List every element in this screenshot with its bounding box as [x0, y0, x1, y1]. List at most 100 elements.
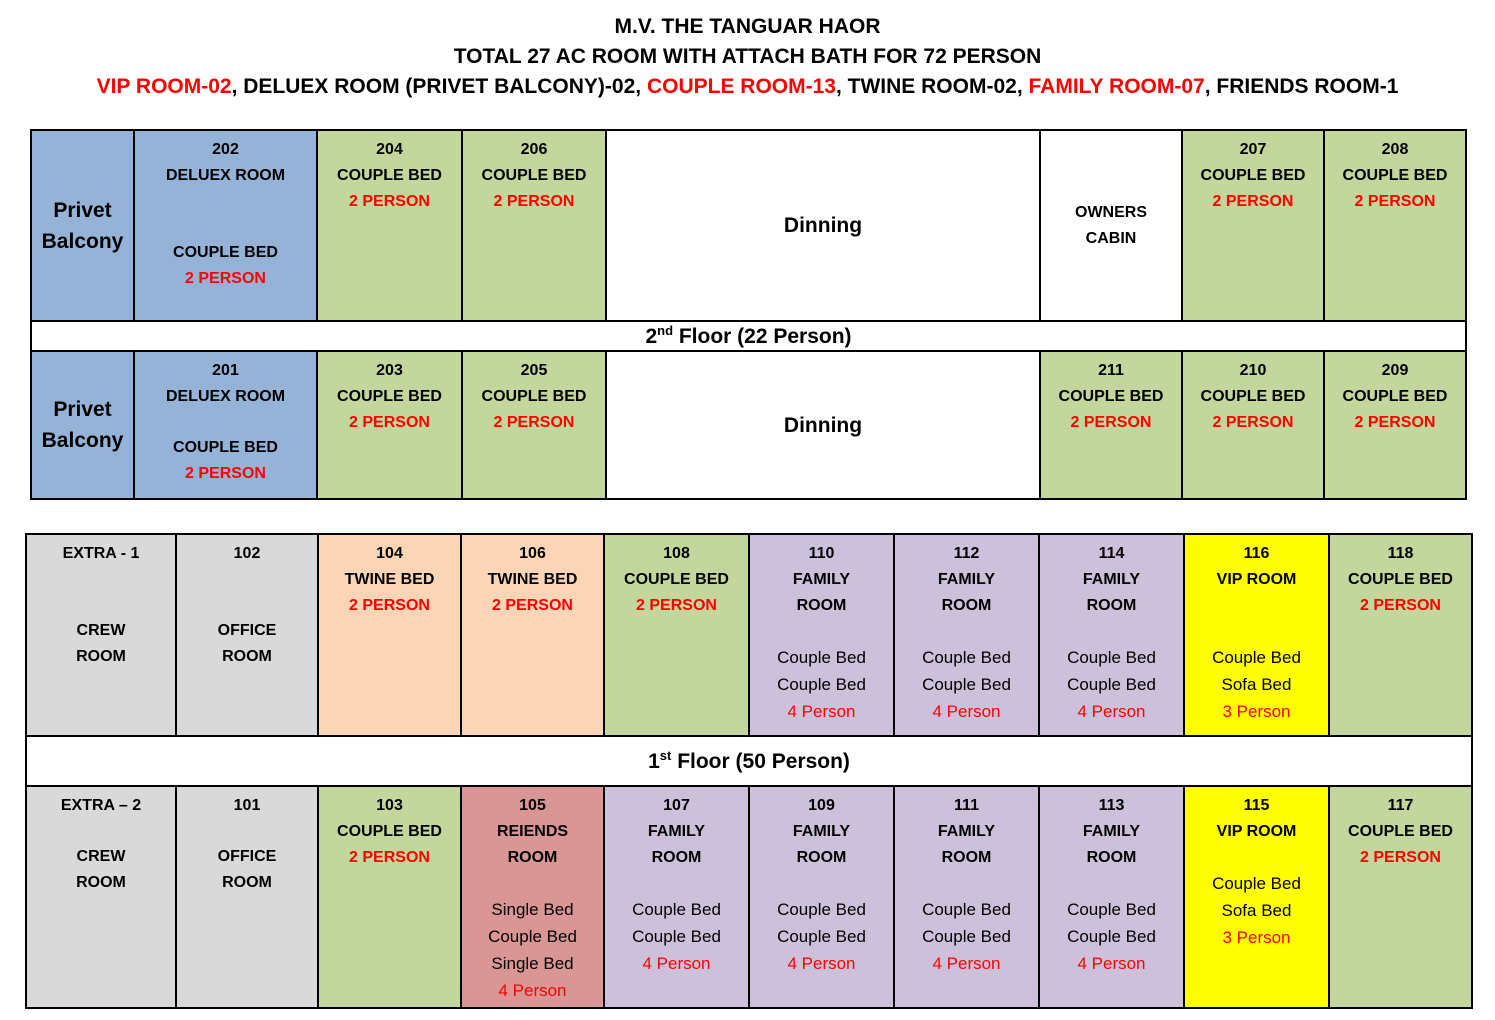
room-117: 117 COUPLE BED 2 PERSON — [1330, 787, 1471, 1007]
room-102-office: 102 OFFICE ROOM — [177, 535, 317, 735]
room-112-text: Couple Bed — [922, 648, 1011, 667]
room-116-vip-text: Sofa Bed — [1221, 675, 1292, 694]
spacer — [27, 567, 175, 618]
room-208: 208 COUPLE BED 2 PERSON — [1325, 131, 1465, 320]
room-count-segment: COUPLE ROOM-13 — [646, 75, 836, 98]
second-floor-row-1: Privet Balcony 202 DELUEX ROOM COUPLE BED 2 P… — [32, 131, 1465, 320]
spacer — [750, 871, 893, 896]
room-106-text: 106 — [519, 545, 546, 562]
room-203-text: 2 PERSON — [349, 414, 430, 431]
room-112-text: Couple Bed — [922, 675, 1011, 694]
room-114-text: FAMILY — [1082, 571, 1141, 588]
room-116-vip-text: VIP ROOM — [1216, 571, 1297, 588]
floor-label-text: 2nd Floor (22 Person) — [645, 323, 851, 349]
floor-caption: Floor (22 Person) — [673, 325, 852, 348]
room-107: 107 FAMILY ROOM Couple Bed Couple Bed 4 Perso… — [605, 787, 748, 1007]
dinning-area-upper-text: Dinning — [783, 214, 863, 237]
room-118-text: 2 PERSON — [1360, 597, 1441, 614]
room-108-text: COUPLE BED — [624, 571, 729, 588]
room-104-text: 2 PERSON — [349, 597, 430, 614]
room-110-text: 110 — [808, 545, 835, 562]
room-116-vip-text: Couple Bed — [1212, 648, 1301, 667]
room-109-text: Couple Bed — [777, 927, 866, 946]
room-112: 112 FAMILY ROOM Couple Bed Couple Bed 4 Perso… — [895, 535, 1038, 735]
room-106-text: 2 PERSON — [492, 597, 573, 614]
spacer — [27, 819, 175, 844]
room-110-text: ROOM — [796, 597, 847, 614]
capacity-summary: TOTAL 27 AC ROOM WITH ATTACH BATH FOR 72… — [453, 45, 1042, 68]
room-107-text: Couple Bed — [632, 900, 721, 919]
room-209: 209 COUPLE BED 2 PERSON — [1325, 352, 1465, 498]
room-105-friends-text: 105 — [519, 797, 546, 814]
room-115-vip-text: VIP ROOM — [1216, 823, 1297, 840]
room-113-text: 4 Person — [1077, 954, 1146, 973]
room-204-text: 204 — [376, 141, 403, 158]
room-114-text: ROOM — [1086, 597, 1137, 614]
room-203-text: 203 — [376, 362, 403, 379]
room-101-office-text: OFFICE — [217, 848, 277, 865]
spacer — [605, 871, 748, 896]
room-114-text: Couple Bed — [1067, 675, 1156, 694]
room-110-text: Couple Bed — [777, 648, 866, 667]
room-type-summary: VIP ROOM-02, DELUEX ROOM (PRIVET BALCONY… — [0, 72, 1495, 102]
vessel-name: M.V. THE TANGUAR HAOR — [614, 15, 881, 38]
room-112-text: ROOM — [941, 597, 992, 614]
room-114-text: 114 — [1098, 545, 1125, 562]
room-104-text: TWINE BED — [344, 571, 435, 588]
owners-cabin: OWNERS CABIN — [1041, 131, 1181, 320]
room-202-text: 2 PERSON — [185, 270, 266, 287]
room-201: 201 DELUEX ROOM COUPLE BED 2 PERSON — [135, 352, 316, 498]
floor-label-text: 1st Floor (50 Person) — [648, 748, 850, 774]
room-103-text: 103 — [376, 797, 403, 814]
ordinal-suffix: st — [659, 748, 672, 763]
room-115-vip-text: 115 — [1243, 797, 1270, 814]
room-106: 106 TWINE BED 2 PERSON — [462, 535, 603, 735]
room-110-text: 4 Person — [787, 702, 856, 721]
room-210-text: 2 PERSON — [1212, 414, 1294, 431]
room-211-text: 2 PERSON — [1070, 414, 1152, 431]
privet-balcony-upper-text: Balcony — [41, 229, 124, 253]
room-112-text: FAMILY — [937, 571, 996, 588]
room-208-text: 208 — [1381, 141, 1409, 158]
first-floor-row-2: EXTRA – 2 CREW ROOM 101 OFFICE ROOM 103 COUPLE … — [27, 787, 1471, 1007]
room-112-text: 112 — [953, 545, 980, 562]
room-118: 118 COUPLE BED 2 PERSON — [1330, 535, 1471, 735]
first-floor-row-1: EXTRA - 1 CREW ROOM 102 OFFICE ROOM 104 TWINE B… — [27, 535, 1471, 735]
room-201-text: 2 PERSON — [185, 465, 266, 482]
room-207-text: COUPLE BED — [1200, 167, 1306, 184]
extra-2-crew-room-text: EXTRA – 2 — [60, 797, 142, 814]
room-111-text: Couple Bed — [922, 927, 1011, 946]
room-111-text: FAMILY — [937, 823, 996, 840]
floor-number: 1 — [648, 750, 660, 773]
room-114-text: 4 Person — [1077, 702, 1146, 721]
room-115-vip-text: Sofa Bed — [1221, 901, 1292, 920]
room-206-text: COUPLE BED — [481, 167, 587, 184]
spacer — [135, 189, 316, 240]
room-110: 110 FAMILY ROOM Couple Bed Couple Bed 4 Perso… — [750, 535, 893, 735]
room-111-text: Couple Bed — [922, 900, 1011, 919]
room-116-vip: 116 VIP ROOM Couple Bed Sofa Bed 3 Person — [1185, 535, 1328, 735]
room-104-text: 104 — [376, 545, 403, 562]
header: M.V. THE TANGUAR HAOR TOTAL 27 AC ROOM W… — [0, 12, 1495, 102]
owners-cabin-text: OWNERS — [1075, 203, 1147, 221]
first-floor-table: EXTRA - 1 CREW ROOM 102 OFFICE ROOM 104 TWINE B… — [25, 533, 1473, 1009]
room-210: 210 COUPLE BED 2 PERSON — [1183, 352, 1323, 498]
room-111-text: 4 Person — [932, 954, 1001, 973]
room-count-segment: FAMILY ROOM-07 — [1028, 75, 1205, 98]
room-113: 113 FAMILY ROOM Couple Bed Couple Bed 4 Perso… — [1040, 787, 1183, 1007]
room-107-text: ROOM — [651, 849, 702, 866]
room-204-text: 2 PERSON — [349, 193, 430, 210]
room-203-text: COUPLE BED — [337, 388, 442, 405]
room-101-office: 101 OFFICE ROOM — [177, 787, 317, 1007]
floor-caption: Floor (50 Person) — [671, 750, 850, 773]
room-105-friends-text: Single Bed — [491, 954, 574, 973]
spacer — [462, 871, 603, 896]
room-208-text: COUPLE BED — [1342, 167, 1448, 184]
ordinal-suffix: nd — [657, 323, 674, 338]
room-204-text: COUPLE BED — [337, 167, 442, 184]
room-111-text: ROOM — [941, 849, 992, 866]
room-202-text: 202 — [212, 141, 239, 158]
room-107-text: 4 Person — [642, 954, 711, 973]
room-209-text: 2 PERSON — [1354, 414, 1436, 431]
